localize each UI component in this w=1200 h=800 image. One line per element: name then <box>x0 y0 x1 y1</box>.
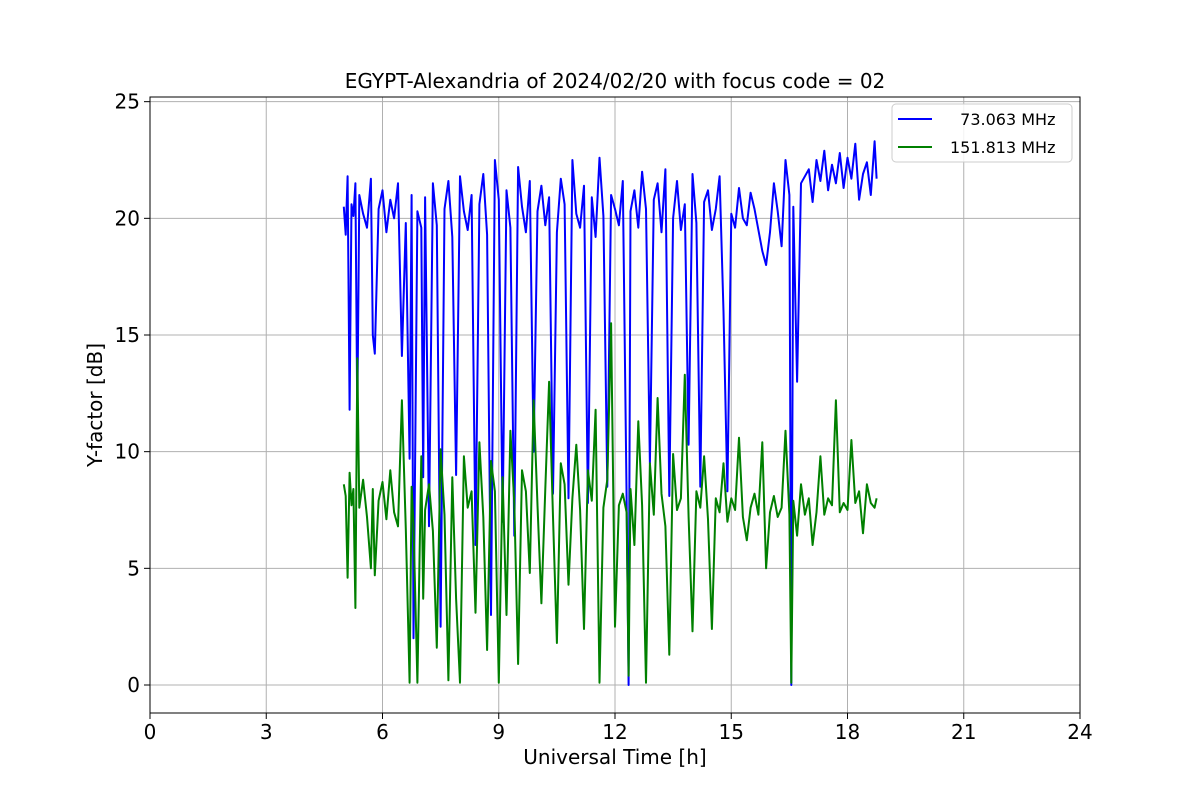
series-line-151mhz <box>342 322 878 684</box>
series-line-73mhz <box>342 140 878 686</box>
x-tick-label: 3 <box>260 720 273 744</box>
x-tick-label: 15 <box>719 720 744 744</box>
y-tick-label: 25 <box>115 90 140 114</box>
x-tick-label: 0 <box>144 720 157 744</box>
legend: 73.063 MHz 151.813 MHz <box>891 103 1073 163</box>
x-tick-label: 18 <box>835 720 860 744</box>
legend-box <box>891 103 1073 163</box>
y-tick-label: 15 <box>115 323 140 347</box>
y-tick-label: 20 <box>115 206 140 230</box>
x-axis: 0 3 6 9 12 15 18 21 24 <box>144 713 1093 744</box>
x-tick-label: 6 <box>376 720 389 744</box>
y-axis: 0 5 10 15 20 25 <box>115 90 150 697</box>
y-tick-label: 5 <box>127 556 140 580</box>
x-axis-title: Universal Time [h] <box>523 745 706 769</box>
x-tick-label: 12 <box>602 720 627 744</box>
series-layer <box>342 140 878 686</box>
y-tick-label: 10 <box>115 440 140 464</box>
y-axis-title: Y-factor [dB] <box>83 343 107 468</box>
legend-label-73mhz: 73.063 MHz <box>950 110 1055 129</box>
y-tick-label: 0 <box>127 673 140 697</box>
x-tick-label: 9 <box>492 720 505 744</box>
chart-title: EGYPT-Alexandria of 2024/02/20 with focu… <box>345 69 886 93</box>
legend-label-151mhz: 151.813 MHz <box>950 138 1055 157</box>
x-tick-label: 24 <box>1067 720 1092 744</box>
x-tick-label: 21 <box>951 720 976 744</box>
